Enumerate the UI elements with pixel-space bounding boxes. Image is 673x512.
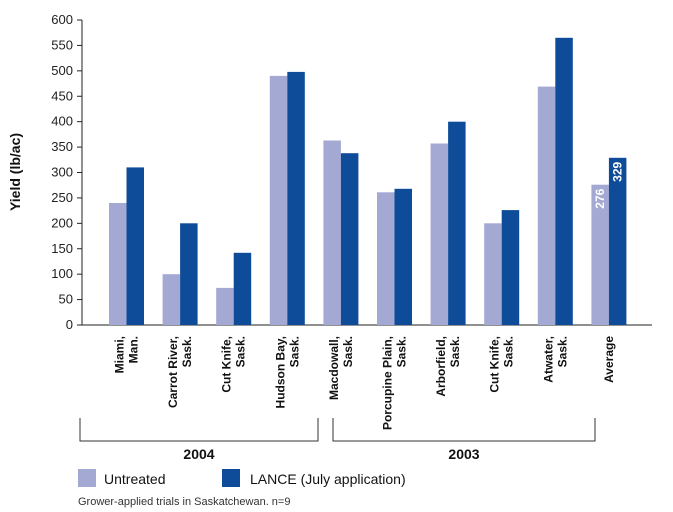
bar-lance-3	[287, 71, 305, 326]
y-tick-label: 600	[51, 12, 73, 27]
bar-untreated-5	[377, 192, 395, 325]
x-category-label: Sask.	[395, 336, 409, 367]
group-bracket-2004	[79, 418, 319, 442]
bar-lance-9	[608, 157, 627, 325]
y-tick-label: 400	[51, 114, 73, 129]
x-category-label: Carrot River,	[166, 336, 180, 408]
group-bracket-2003	[332, 418, 596, 442]
bar-untreated-6	[430, 143, 449, 325]
bar-lance-1	[180, 223, 198, 325]
bar-untreated-7	[484, 223, 502, 325]
y-tick-label: 50	[59, 292, 73, 307]
year-groups: 2004 2003	[79, 418, 596, 462]
bar-lance-6	[448, 121, 466, 325]
x-category-label: Sask.	[341, 336, 355, 367]
y-tick-label: 0	[66, 317, 73, 332]
y-tick-label: 200	[51, 215, 73, 230]
bar-untreated-9	[591, 184, 609, 325]
y-tick-label: 450	[51, 88, 73, 103]
bar-untreated-4	[323, 140, 341, 325]
bar-lance-0	[126, 167, 144, 325]
y-tick-label: 500	[51, 63, 73, 78]
group-label-2003: 2003	[448, 446, 479, 462]
x-axis-category-labels: Miami, Man. Carrot River, Sask. Cut Knife, Sa…	[113, 336, 616, 430]
x-category-label: Average	[602, 336, 616, 383]
bar-untreated-2	[216, 287, 234, 325]
legend-label-lance: LANCE (July application)	[250, 471, 406, 487]
x-category-label: Sask.	[555, 336, 569, 367]
y-tick-label: 150	[51, 241, 73, 256]
x-category-label: Atwater,	[541, 336, 555, 383]
data-label-average-lance: 329	[611, 161, 625, 181]
legend: Untreated LANCE (July application)	[78, 469, 406, 487]
y-tick-label: 300	[51, 165, 73, 180]
x-category-label: Sask.	[234, 336, 248, 367]
x-category-label: Arborfield,	[434, 336, 448, 397]
legend-label-untreated: Untreated	[104, 471, 165, 487]
x-category-label: Porcupine Plain,	[381, 336, 395, 430]
data-label-average-untreated: 276	[593, 188, 607, 208]
x-category-label: Sask.	[502, 336, 516, 367]
x-category-label: Cut Knife,	[488, 336, 502, 393]
x-category-label: Macdowall,	[327, 336, 341, 400]
bar-lance-7	[501, 210, 520, 325]
bar-untreated-8	[537, 86, 556, 325]
y-tick-label: 550	[51, 37, 73, 52]
group-label-2004: 2004	[183, 446, 214, 462]
bar-untreated-1	[162, 274, 181, 325]
bar-untreated-0	[109, 203, 127, 325]
x-category-label: Sask.	[448, 336, 462, 367]
bar-lance-5	[394, 188, 412, 325]
bars: 276 329	[109, 37, 627, 326]
x-category-label: Miami,	[113, 336, 127, 373]
y-axis: 0 50 100 150 200 250 300 350 400 450 500 550 600	[51, 12, 652, 332]
x-category-label: Hudson Bay,	[273, 336, 287, 408]
x-category-label: Sask.	[180, 336, 194, 367]
legend-swatch-lance	[222, 469, 240, 487]
footnote: Grower-applied trials in Saskatchewan. n…	[78, 496, 290, 508]
y-tick-label: 250	[51, 190, 73, 205]
bar-untreated-3	[269, 75, 288, 326]
bar-lance-8	[555, 37, 573, 326]
y-tick-label: 100	[51, 266, 73, 281]
y-axis-label: Yield (lb/ac)	[7, 133, 23, 211]
x-category-label: Cut Knife,	[220, 336, 234, 393]
bar-lance-2	[233, 252, 252, 325]
y-tick-label: 350	[51, 139, 73, 154]
legend-swatch-untreated	[78, 469, 96, 487]
x-category-label: Man.	[127, 336, 141, 363]
x-category-label: Sask.	[287, 336, 301, 367]
bar-lance-4	[340, 153, 359, 325]
